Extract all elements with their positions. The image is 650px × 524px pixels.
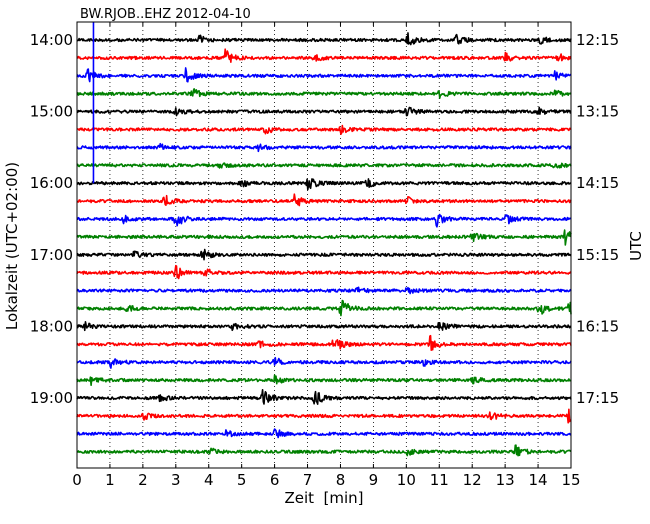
- x-tick-label: 10: [397, 471, 416, 489]
- y-tick-label-left: 19:00: [30, 389, 73, 407]
- y-tick-label-right: 15:15: [576, 246, 619, 264]
- y-tick-label-right: 17:15: [576, 389, 619, 407]
- y-tick-label-left: 15:00: [30, 103, 73, 121]
- seismic-trace-1715: [76, 264, 572, 280]
- x-tick-label: 2: [138, 471, 148, 489]
- y-tick-label-left: 18:00: [30, 317, 73, 335]
- x-tick-label: 7: [303, 471, 313, 489]
- seismic-trace-1430: [76, 67, 572, 83]
- seismic-trace-1745: [76, 299, 572, 317]
- seismic-trace-1630: [76, 213, 572, 228]
- y-tick-label-right: 12:15: [576, 31, 619, 49]
- x-tick-label: 6: [270, 471, 280, 489]
- x-tick-label: 9: [369, 471, 379, 489]
- plot-frame: [76, 21, 572, 469]
- chart-title: BW.RJOB..EHZ 2012-04-10: [80, 7, 251, 22]
- seismic-trace-1815: [76, 334, 572, 352]
- seismic-trace-1415: [76, 48, 572, 63]
- seismic-trace-1945: [76, 444, 572, 457]
- x-axis-label: Zeit [min]: [284, 489, 363, 507]
- seismic-trace-1800: [76, 321, 572, 332]
- seismic-trace-1400: [76, 32, 572, 46]
- x-tick-label: 15: [561, 471, 580, 489]
- seismic-trace-1645: [76, 229, 572, 246]
- x-tick-label: 11: [430, 471, 449, 489]
- grid-layer: [76, 22, 572, 468]
- x-tick-label: 1: [105, 471, 115, 489]
- y-tick-label-left: 16:00: [30, 174, 73, 192]
- seismic-trace-1500: [76, 106, 572, 117]
- y-tick-label-right: 16:15: [576, 317, 619, 335]
- x-tick-label: 0: [72, 471, 82, 489]
- y-tick-label-right: 14:15: [576, 174, 619, 192]
- y-tick-label-right: 13:15: [576, 103, 619, 121]
- y-tick-label-left: 14:00: [30, 31, 73, 49]
- x-tick-label: 12: [463, 471, 482, 489]
- seismic-trace-1915: [76, 408, 572, 424]
- seismic-trace-1830: [76, 356, 572, 369]
- x-tick-label: 8: [336, 471, 346, 489]
- x-tick-label: 14: [529, 471, 548, 489]
- seismic-trace-1730: [76, 286, 572, 295]
- seismic-trace-1445: [76, 88, 572, 100]
- x-tick-label: 4: [204, 471, 214, 489]
- seismic-trace-1700: [76, 248, 572, 261]
- x-tick-label: 3: [171, 471, 181, 489]
- y-axis-label-right: UTC: [627, 231, 645, 261]
- trace-layer: [76, 32, 572, 457]
- x-tick-label: 5: [237, 471, 247, 489]
- y-tick-label-left: 17:00: [30, 246, 73, 264]
- tick-layer: 0 1 2 3 4 5 6 7 8 9 10 11 12 13 14 1514:0015:0016:0017:…: [30, 22, 619, 489]
- seismic-trace-1845: [76, 374, 572, 387]
- seismic-trace-1615: [76, 193, 572, 207]
- seismic-trace-1545: [76, 162, 572, 169]
- seismic-trace-1515: [76, 124, 572, 135]
- seismic-trace-1900: [76, 388, 572, 405]
- seismic-trace-1530: [76, 142, 572, 153]
- seismic-trace-1600: [76, 178, 572, 191]
- y-axis-label-left: Lokalzeit (UTC+02:00): [3, 162, 21, 330]
- x-tick-label: 13: [496, 471, 515, 489]
- seismic-trace-1930: [76, 428, 572, 439]
